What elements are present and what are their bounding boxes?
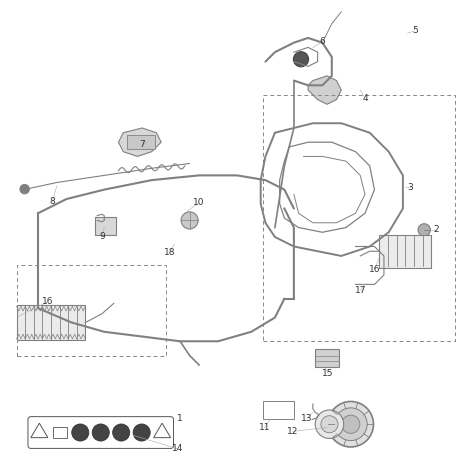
Text: 4: 4: [362, 94, 368, 102]
Circle shape: [328, 401, 374, 447]
Circle shape: [321, 416, 338, 433]
Bar: [379, 235, 431, 268]
Circle shape: [315, 410, 344, 438]
Bar: [263, 95, 455, 341]
Text: 6: 6: [319, 37, 325, 46]
Bar: [127, 135, 155, 149]
Text: 5: 5: [412, 27, 418, 35]
Text: 15: 15: [322, 369, 334, 377]
Text: 11: 11: [259, 423, 270, 432]
Text: 1: 1: [177, 414, 183, 422]
Circle shape: [133, 424, 150, 441]
Text: 7: 7: [139, 140, 145, 149]
Bar: [53, 428, 67, 438]
Bar: [315, 349, 339, 367]
Bar: [95, 217, 116, 235]
Circle shape: [418, 224, 430, 236]
Bar: [263, 401, 294, 419]
Text: 3: 3: [407, 183, 413, 191]
Bar: [17, 265, 166, 356]
Text: 16: 16: [42, 298, 53, 306]
Text: 16: 16: [369, 265, 380, 273]
Polygon shape: [118, 128, 161, 156]
Circle shape: [20, 184, 29, 194]
Text: 12: 12: [287, 427, 299, 436]
Text: 18: 18: [164, 248, 175, 256]
Circle shape: [334, 408, 367, 441]
Circle shape: [181, 212, 198, 229]
Bar: [17, 305, 85, 340]
Circle shape: [72, 424, 89, 441]
Text: 13: 13: [301, 414, 313, 422]
Circle shape: [113, 424, 130, 441]
Text: 10: 10: [193, 199, 205, 207]
Polygon shape: [308, 76, 341, 104]
Circle shape: [92, 424, 109, 441]
FancyBboxPatch shape: [28, 417, 173, 448]
Text: 17: 17: [355, 286, 366, 295]
Text: 2: 2: [433, 226, 439, 234]
Text: 8: 8: [49, 197, 55, 206]
Text: 9: 9: [99, 232, 105, 240]
Text: 14: 14: [172, 445, 183, 453]
Circle shape: [293, 52, 309, 67]
Circle shape: [342, 415, 360, 433]
